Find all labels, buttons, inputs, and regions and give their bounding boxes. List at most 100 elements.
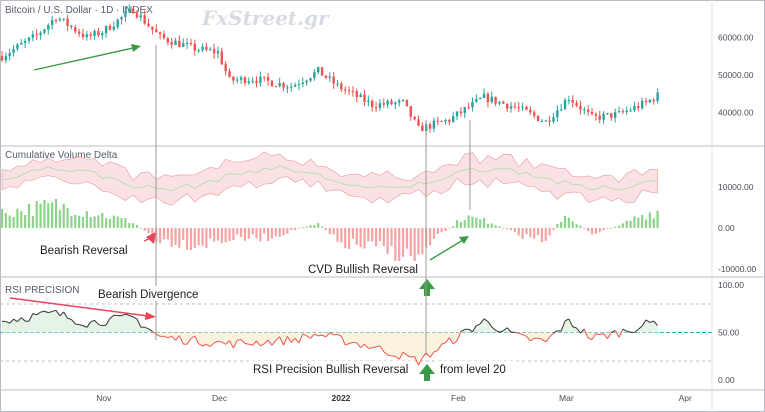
rsi-line-segment — [514, 331, 519, 334]
cvd-bar — [259, 227, 262, 242]
candle-body — [340, 83, 343, 90]
rsi-line-segment — [537, 337, 543, 340]
cvd-bar — [575, 224, 578, 228]
rsi-line-segment — [51, 309, 57, 313]
rsi-line-segment — [186, 338, 192, 345]
rsi-line-segment — [129, 315, 134, 318]
x-tick-label: Feb — [451, 393, 466, 403]
rsi-line-segment — [348, 341, 354, 345]
rsi-line-segment — [260, 343, 265, 347]
candle-body — [386, 100, 389, 105]
rsi-line-segment — [603, 333, 608, 340]
cvd-bar — [186, 227, 189, 250]
rsi-line-segment — [167, 335, 172, 339]
cvd-bar — [363, 227, 366, 249]
cvd-bar — [159, 227, 162, 244]
cvd-bar — [47, 203, 50, 228]
cvd-bar — [66, 208, 69, 228]
cvd-panel: Cumulative Volume Delta — [0, 150, 659, 264]
candle-body — [398, 100, 401, 103]
rsi-line-segment — [425, 352, 431, 358]
cvd-bar — [228, 227, 231, 242]
rsi-line-segment — [244, 343, 249, 345]
cvd-bar — [502, 227, 505, 229]
cvd-bar — [332, 227, 335, 235]
cvd-bar — [74, 214, 77, 228]
rsi-line-segment — [587, 337, 593, 340]
cvd-bar — [93, 216, 96, 228]
cvd-bar — [648, 212, 651, 228]
candle-body — [286, 87, 289, 89]
candle-body — [232, 76, 235, 81]
rsi-line-segment — [55, 310, 61, 317]
rsi-line-segment — [560, 320, 566, 332]
rsi-line-segment — [163, 335, 169, 339]
candle-body — [428, 124, 432, 129]
candle-body — [405, 99, 409, 107]
cvd-bar — [513, 227, 516, 232]
candle-body — [602, 113, 605, 120]
cvd-midline — [1, 165, 658, 192]
rsi-line-segment — [190, 335, 196, 340]
rsi-line-segment — [63, 311, 68, 319]
cvd-bar — [324, 227, 328, 231]
candle-body — [548, 120, 551, 122]
cvd-bar — [606, 227, 609, 229]
cvd-bar — [436, 227, 439, 234]
candle-body — [544, 120, 547, 122]
candle-body — [540, 120, 544, 122]
cvd-bar — [560, 221, 563, 228]
candle-body — [532, 112, 536, 116]
rsi-line-segment — [580, 328, 585, 334]
rsi-line-segment — [599, 332, 604, 336]
cvd-bar — [12, 216, 15, 228]
candle-body — [517, 107, 520, 109]
cvd-bar — [243, 227, 247, 241]
cvd-bar — [637, 217, 640, 228]
candle-body — [174, 40, 177, 45]
candle-body — [502, 101, 505, 104]
rsi-line-segment — [13, 318, 18, 322]
candle-body — [274, 86, 278, 88]
cvd-bar — [617, 225, 621, 228]
rsi-line-segment — [237, 339, 242, 341]
rsi-line-segment — [402, 351, 408, 356]
candle-body — [108, 25, 112, 30]
candle-body — [85, 34, 89, 38]
candle-body — [170, 42, 173, 45]
guide-lines — [155, 45, 471, 356]
cvd-bar — [347, 227, 351, 249]
rsi-line-segment — [445, 337, 450, 344]
rsi-line-segment — [156, 333, 161, 337]
cvd-bar — [552, 227, 555, 230]
cvd-bar — [344, 227, 347, 249]
candle-body — [301, 82, 304, 85]
candle-body — [486, 93, 490, 103]
rsi-line-segment — [314, 333, 319, 337]
rsi-line-segment — [372, 346, 377, 349]
rsi-line-segment — [105, 318, 111, 326]
cvd-bar — [274, 227, 277, 237]
rsi-line-segment — [59, 311, 65, 317]
candle-body — [371, 100, 374, 108]
cvd-bullish-arrow-head — [459, 236, 469, 244]
candle-body — [54, 20, 58, 22]
candle-body — [93, 31, 96, 36]
rsi-line-segment — [591, 333, 597, 340]
candle-body — [621, 111, 625, 113]
cvd-bar — [290, 227, 293, 230]
cvd-bar — [166, 227, 169, 240]
rsi-line-segment — [387, 354, 392, 357]
rsi-line-segment — [171, 335, 176, 341]
rsi-line-segment — [75, 323, 80, 326]
price-panel-title: Bitcoin / U.S. Dollar · 1D · INDEX — [5, 5, 153, 16]
cvd-bar — [70, 216, 73, 228]
cvd-bar — [625, 220, 628, 228]
cvd-bar — [205, 227, 208, 248]
candle-body — [421, 125, 424, 132]
candle-body — [197, 50, 200, 52]
candle-body — [475, 98, 478, 102]
cvd-bar — [614, 226, 617, 228]
candle-body — [344, 89, 347, 91]
rsi-line-segment — [121, 313, 126, 317]
